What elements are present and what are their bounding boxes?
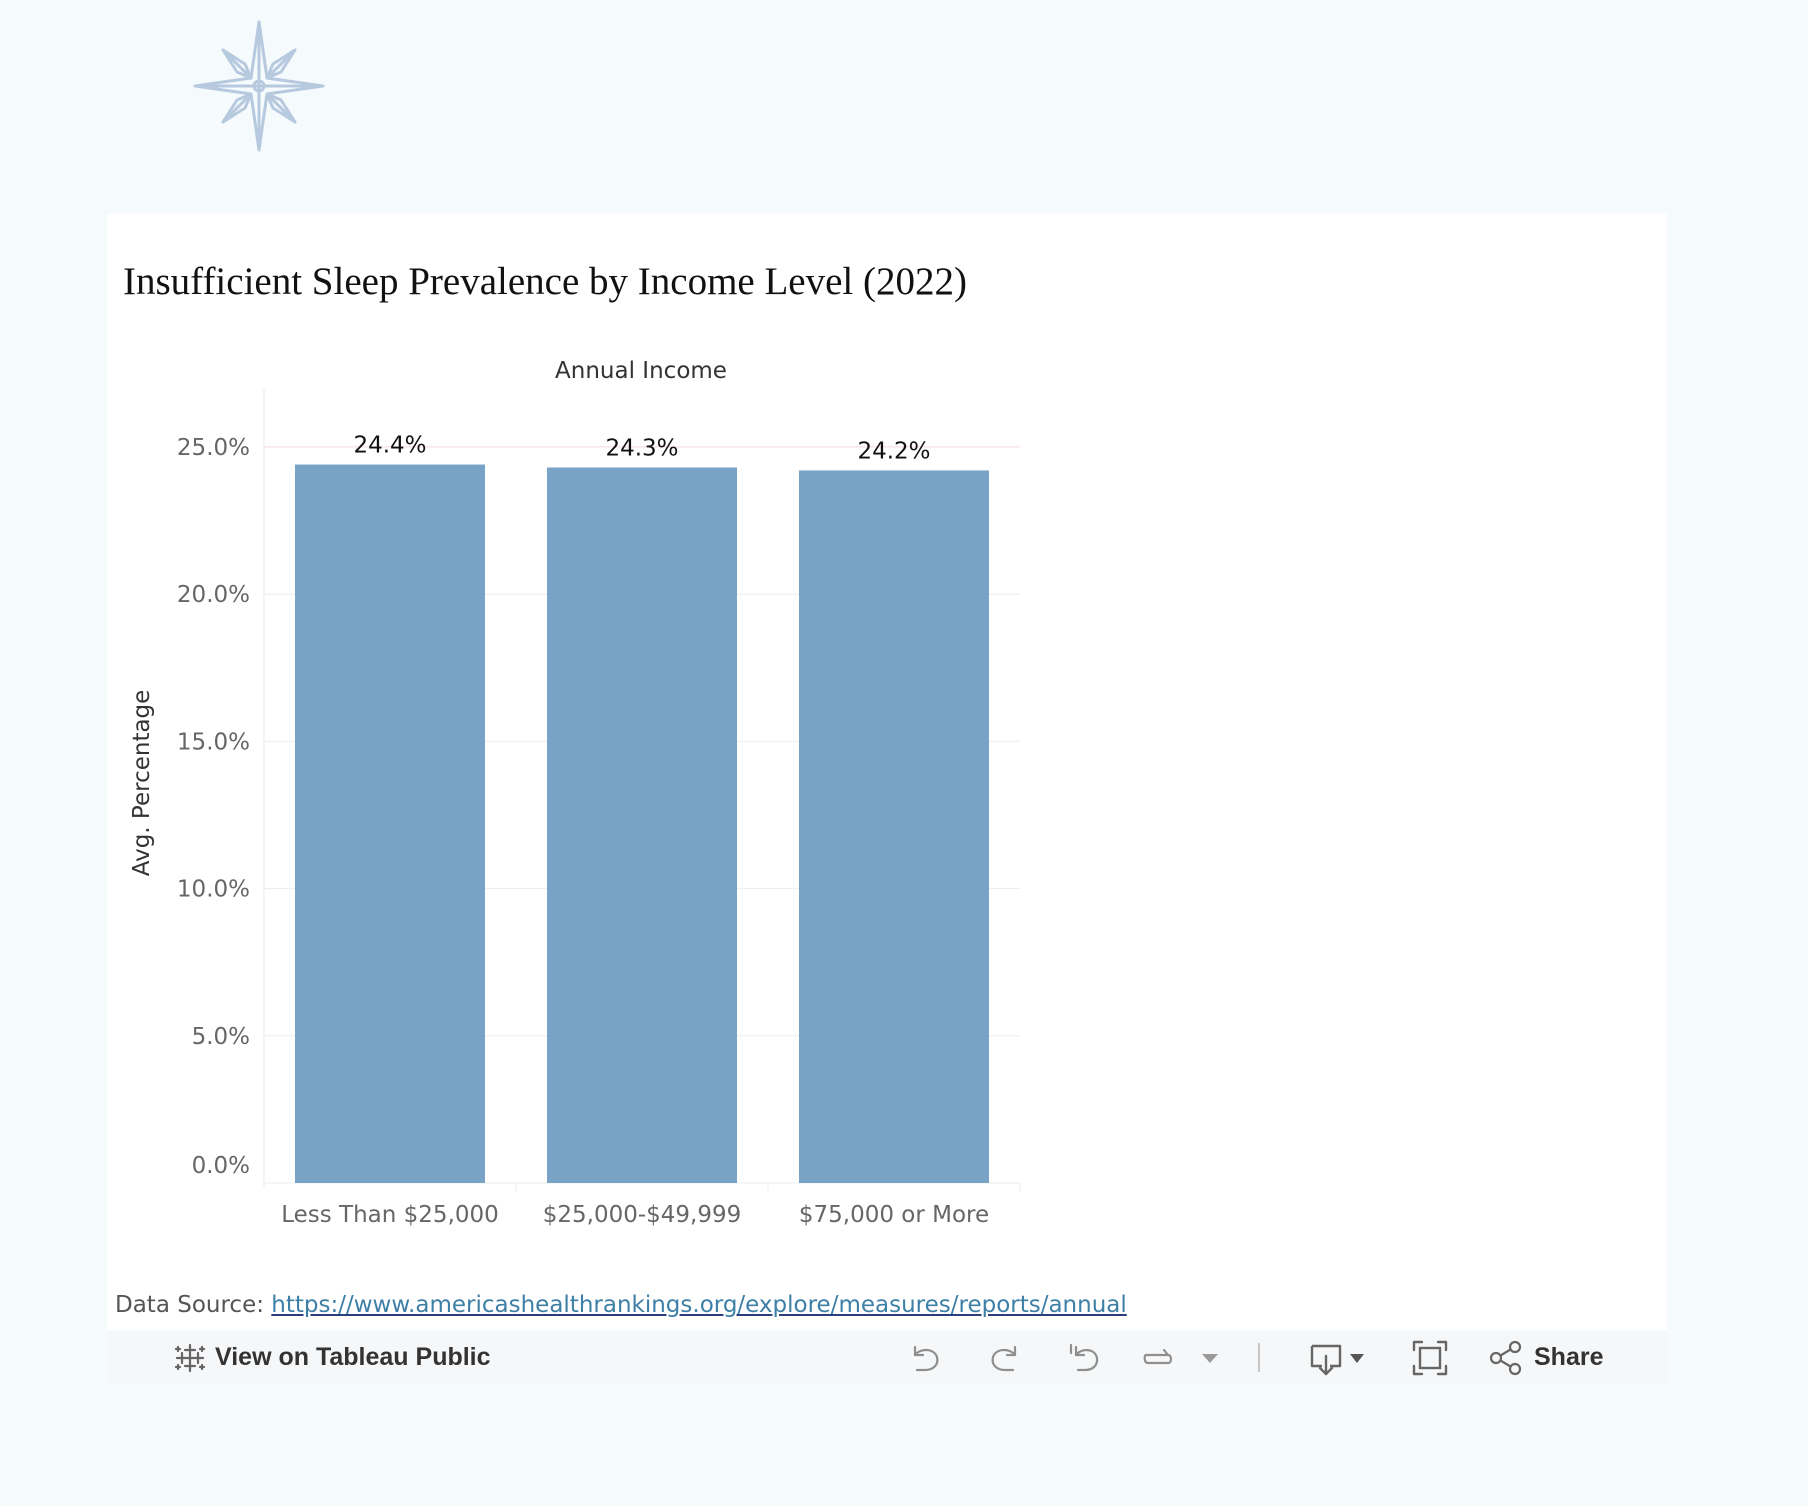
redo-button[interactable] — [986, 1331, 1024, 1384]
more-options-button[interactable] — [1199, 1331, 1221, 1384]
revert-button[interactable] — [1065, 1331, 1103, 1384]
x-tick-label: $25,000-$49,999 — [543, 1202, 742, 1228]
revert-icon — [1069, 1343, 1099, 1371]
view-on-tableau-label: View on Tableau Public — [215, 1343, 491, 1371]
tableau-icon — [174, 1343, 206, 1372]
y-tick-label: 10.0% — [177, 877, 250, 903]
fullscreen-icon — [1412, 1340, 1448, 1375]
undo-icon — [913, 1345, 939, 1371]
compass-star-icon — [193, 20, 325, 152]
x-header-label: Annual Income — [555, 358, 727, 384]
data-source-link[interactable]: https://www.americashealthrankings.org/e… — [271, 1292, 1127, 1318]
y-axis-label: Avg. Percentage — [129, 690, 155, 877]
y-ticks: 0.0% 5.0% 10.0% 15.0% 20.0% 25.0% — [177, 435, 250, 1179]
data-source: Data Source: https://www.americashealthr… — [115, 1290, 1127, 1320]
toolbar-divider — [1258, 1343, 1260, 1372]
x-tick-label: Less Than $25,000 — [281, 1202, 499, 1228]
view-on-tableau-button[interactable]: View on Tableau Public — [173, 1331, 491, 1384]
share-icon — [1489, 1340, 1522, 1375]
bar — [799, 470, 989, 1183]
share-button[interactable]: Share — [1488, 1331, 1603, 1384]
bars — [295, 464, 989, 1183]
data-labels: 24.4% 24.3% 24.2% — [353, 433, 930, 465]
x-tick-label: $75,000 or More — [799, 1202, 989, 1228]
y-tick-label: 15.0% — [177, 729, 250, 755]
y-tick-label: 20.0% — [177, 582, 250, 608]
chevron-down-icon — [1202, 1353, 1218, 1363]
data-label: 24.4% — [353, 433, 426, 459]
x-ticks: Less Than $25,000 $25,000-$49,999 $75,000 … — [281, 1202, 989, 1228]
refresh-icon — [1143, 1348, 1173, 1364]
toolbar: View on Tableau Public — [107, 1331, 1667, 1384]
redo-icon — [991, 1345, 1017, 1371]
undo-button[interactable] — [906, 1331, 944, 1384]
share-label: Share — [1534, 1343, 1604, 1371]
download-button[interactable] — [1308, 1331, 1372, 1384]
y-tick-label: 0.0% — [192, 1153, 250, 1179]
y-tick-label: 25.0% — [177, 435, 250, 461]
bar — [547, 467, 737, 1183]
data-source-label: Data Source: — [115, 1292, 264, 1318]
bar — [295, 464, 485, 1183]
data-label: 24.3% — [605, 436, 678, 462]
data-label: 24.2% — [857, 438, 930, 464]
y-tick-label: 5.0% — [192, 1024, 250, 1050]
bar-chart[interactable]: 24.4% 24.3% 24.2% 0.0% 5.0% 10.0% 15.0% 20.0% 2… — [107, 340, 1037, 1260]
fullscreen-button[interactable] — [1410, 1331, 1450, 1384]
refresh-button[interactable] — [1138, 1331, 1178, 1384]
download-icon — [1310, 1344, 1364, 1375]
chart-title: Insufficient Sleep Prevalence by Income … — [123, 260, 967, 303]
